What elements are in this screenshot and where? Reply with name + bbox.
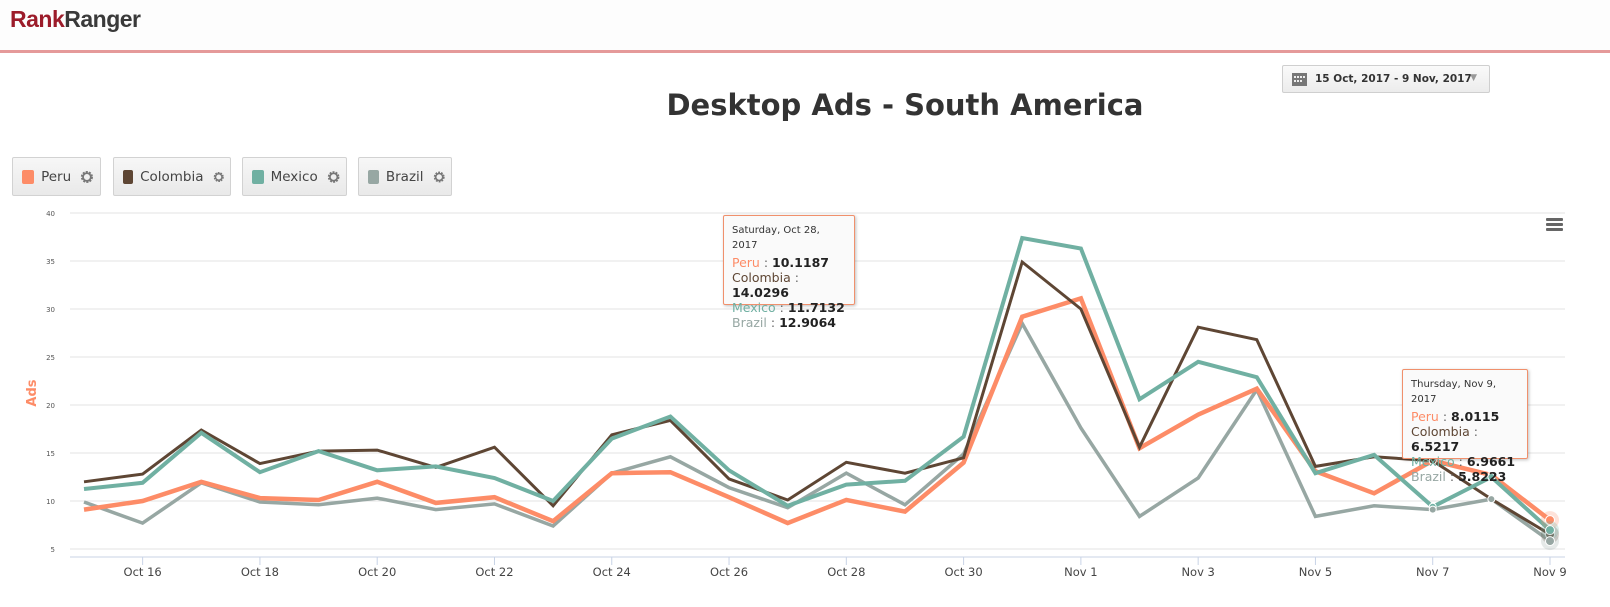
x-tick-label: Oct 28: [827, 565, 865, 579]
tooltip-series-name: Mexico: [1411, 454, 1455, 469]
chevron-down-icon: ▼: [1470, 73, 1477, 83]
x-tick-label: Oct 22: [475, 565, 513, 579]
x-tick-label: Oct 30: [945, 565, 983, 579]
x-tick-label: Oct 20: [358, 565, 396, 579]
tooltip-separator: :: [1438, 409, 1452, 424]
tooltip-separator: :: [1445, 469, 1459, 484]
x-tick-label: Oct 24: [593, 565, 631, 579]
logo-part-ranger: Ranger: [64, 6, 141, 32]
legend-item-colombia[interactable]: Colombia: [113, 157, 231, 196]
tooltip-separator: :: [1454, 454, 1467, 469]
legend-label: Mexico: [270, 168, 318, 185]
calendar-icon: [1292, 73, 1307, 86]
legend-swatch: [22, 169, 35, 184]
legend-label: Brazil: [385, 168, 424, 185]
date-range-picker[interactable]: 15 Oct, 2017 - 9 Nov, 2017 ▼: [1282, 65, 1490, 93]
tooltip-series-name: Brazil: [732, 315, 767, 330]
gear-icon[interactable]: [433, 169, 445, 185]
tooltip-separator: :: [775, 300, 788, 315]
tooltip-separator: :: [1469, 424, 1478, 439]
tooltip-row: Colombia : 14.0296: [732, 270, 846, 300]
legend-label: Colombia: [140, 168, 204, 185]
rankranger-logo[interactable]: RankRanger: [10, 6, 141, 33]
chart-title: Desktop Ads - South America: [666, 88, 1144, 122]
tooltip-value: 6.5217: [1411, 439, 1460, 454]
tooltip-series-name: Colombia: [732, 270, 791, 285]
date-range-label: 15 Oct, 2017 - 9 Nov, 2017: [1315, 73, 1472, 85]
gear-icon[interactable]: [80, 169, 94, 185]
x-tick-label: Nov 9: [1533, 565, 1566, 579]
y-tick-label: 5: [51, 546, 55, 554]
gear-icon[interactable]: [213, 169, 224, 185]
tooltip-row: Mexico : 6.9661: [1411, 454, 1519, 469]
series-line-brazil[interactable]: [83, 319, 1552, 543]
x-tick-label: Oct 16: [124, 565, 162, 579]
y-tick-label: 10: [46, 498, 55, 506]
tooltip-value: 12.9064: [779, 315, 836, 330]
y-axis-label: Ads: [25, 379, 40, 406]
x-tick-label: Nov 3: [1181, 565, 1214, 579]
legend-item-brazil[interactable]: Brazil: [358, 157, 452, 196]
chart-tooltip: Thursday, Nov 9, 2017 Peru : 8.0115 Colomb…: [1402, 369, 1528, 484]
tooltip-separator: :: [790, 270, 799, 285]
tooltip-row: Brazil : 5.8223: [1411, 469, 1519, 484]
series-line-mexico[interactable]: [83, 235, 1552, 532]
tooltip-separator: :: [766, 315, 780, 330]
tooltip-value: 5.8223: [1458, 469, 1507, 484]
tooltip-series-name: Peru: [732, 255, 760, 270]
tooltip-series-name: Mexico: [732, 300, 776, 315]
tooltip-row: Mexico : 11.7132: [732, 300, 846, 315]
tooltip-row: Brazil : 12.9064: [732, 315, 846, 330]
x-tick-label: Oct 26: [710, 565, 748, 579]
data-point-brazil[interactable]: [1487, 495, 1496, 504]
legend-swatch: [123, 169, 134, 184]
legend-swatch: [368, 169, 379, 184]
logo-part-rank: Rank: [10, 6, 65, 32]
tooltip-row: Peru : 8.0115: [1411, 409, 1519, 424]
legend-item-peru[interactable]: Peru: [12, 157, 101, 196]
y-tick-label: 40: [46, 210, 55, 218]
legend-item-mexico[interactable]: Mexico: [242, 157, 347, 196]
data-point-brazil[interactable]: [1545, 536, 1555, 547]
tooltip-series-name: Colombia: [1411, 424, 1470, 439]
data-point-brazil[interactable]: [1428, 505, 1437, 514]
tooltip-value: 8.0115: [1451, 409, 1500, 424]
legend-swatch: [252, 169, 264, 184]
data-point-mexico[interactable]: [1545, 525, 1555, 536]
tooltip-series-name: Peru: [1411, 409, 1439, 424]
x-tick-label: Nov 7: [1416, 565, 1449, 579]
tooltip-series-name: Brazil: [1411, 469, 1446, 484]
chart-tooltip: Saturday, Oct 28, 2017 Peru : 10.1187 Colo…: [723, 215, 855, 330]
legend-label: Peru: [41, 168, 72, 185]
tooltip-row: Peru : 10.1187: [732, 255, 846, 270]
tooltip-value: 10.1187: [772, 255, 829, 270]
y-tick-label: 35: [46, 258, 55, 266]
tooltip-value: 6.9661: [1466, 454, 1516, 469]
tooltip-row: Colombia : 6.5217: [1411, 424, 1519, 454]
tooltip-value: 11.7132: [787, 300, 845, 315]
y-tick-label: 20: [46, 402, 55, 410]
hamburger-menu-icon[interactable]: [1546, 218, 1563, 232]
tooltip-value: 14.0296: [732, 285, 789, 300]
y-tick-label: 30: [46, 306, 55, 314]
series-line-colombia[interactable]: [83, 259, 1551, 536]
y-tick-label: 15: [46, 450, 55, 458]
tooltip-date: Thursday, Nov 9, 2017: [1411, 379, 1497, 405]
x-tick-label: Oct 18: [241, 565, 279, 579]
data-point-mexico[interactable]: [1487, 473, 1496, 481]
tooltip-date: Saturday, Oct 28, 2017: [732, 225, 820, 251]
top-bar: RankRanger: [0, 0, 1610, 53]
gear-icon[interactable]: [327, 169, 340, 185]
x-tick-label: Nov 5: [1299, 565, 1332, 579]
tooltip-separator: :: [759, 255, 773, 270]
x-tick-label: Nov 1: [1064, 565, 1097, 579]
y-tick-label: 25: [46, 354, 55, 362]
data-point-peru[interactable]: [1545, 515, 1555, 526]
